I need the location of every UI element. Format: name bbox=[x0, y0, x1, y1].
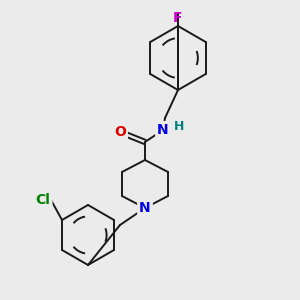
Text: N: N bbox=[157, 123, 169, 137]
Text: F: F bbox=[173, 11, 183, 25]
Text: O: O bbox=[114, 125, 126, 139]
Text: N: N bbox=[139, 201, 151, 215]
Text: H: H bbox=[174, 119, 184, 133]
Text: Cl: Cl bbox=[36, 193, 50, 207]
